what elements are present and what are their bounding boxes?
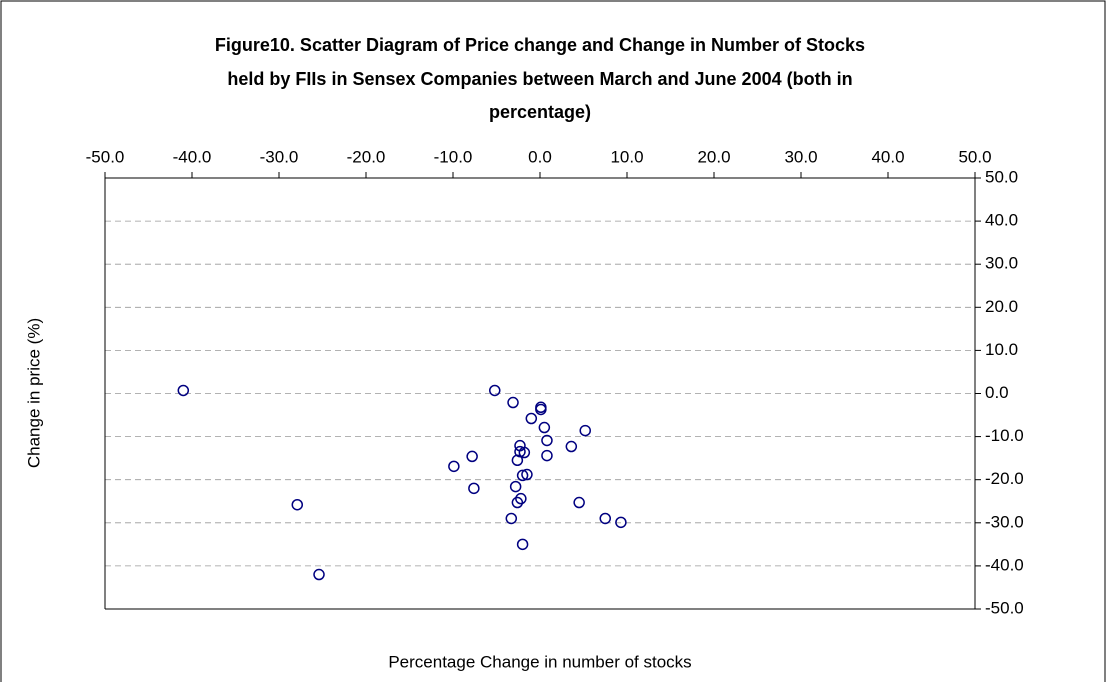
x-tick-label: -50.0 xyxy=(86,147,125,166)
x-tick-label: 30.0 xyxy=(784,147,817,166)
x-tick-label: -10.0 xyxy=(434,147,473,166)
y-tick-label: 50.0 xyxy=(985,167,1018,186)
point xyxy=(511,496,524,509)
point xyxy=(535,403,547,416)
point xyxy=(507,396,519,409)
point xyxy=(511,454,524,467)
y-tick-label: 40.0 xyxy=(985,211,1018,230)
point xyxy=(538,421,551,434)
y-tick-label: -20.0 xyxy=(985,469,1024,488)
point xyxy=(516,538,529,551)
point xyxy=(615,516,627,529)
x-tick-label: 40.0 xyxy=(871,147,904,166)
point xyxy=(515,492,527,505)
y-tick-label: 10.0 xyxy=(985,340,1018,359)
y-tick-label: 0.0 xyxy=(985,383,1009,402)
point xyxy=(468,482,480,495)
point xyxy=(579,424,591,437)
point xyxy=(177,384,190,397)
point xyxy=(518,446,531,459)
point xyxy=(489,384,501,397)
chart-title: percentage) xyxy=(489,102,591,122)
point xyxy=(573,496,585,509)
point xyxy=(313,568,325,581)
point xyxy=(541,434,553,447)
x-tick-label: -30.0 xyxy=(260,147,299,166)
y-tick-label: 30.0 xyxy=(985,254,1018,273)
point xyxy=(448,460,460,473)
y-tick-label: -40.0 xyxy=(985,555,1024,574)
y-tick-label: -10.0 xyxy=(985,426,1024,445)
point xyxy=(521,468,533,481)
point xyxy=(599,512,611,525)
x-axis-label: Percentage Change in number of stocks xyxy=(388,652,691,671)
point xyxy=(541,449,553,462)
x-tick-label: 20.0 xyxy=(697,147,730,166)
y-axis-label: Change in price (%) xyxy=(24,318,43,468)
point xyxy=(466,450,478,463)
point xyxy=(291,498,304,511)
x-tick-label: 0.0 xyxy=(528,147,552,166)
point xyxy=(565,440,578,453)
chart-title: held by FIIs in Sensex Companies between… xyxy=(227,69,852,89)
x-tick-label: 10.0 xyxy=(610,147,643,166)
x-tick-label: -20.0 xyxy=(347,147,386,166)
y-tick-label: 20.0 xyxy=(985,297,1018,316)
y-tick-label: -50.0 xyxy=(985,598,1024,617)
point xyxy=(509,480,522,493)
chart-title: Figure10. Scatter Diagram of Price chang… xyxy=(215,35,865,55)
y-tick-label: -30.0 xyxy=(985,512,1024,531)
x-tick-label: 50.0 xyxy=(958,147,991,166)
point xyxy=(505,512,518,525)
point xyxy=(525,412,538,425)
point xyxy=(516,469,529,482)
x-tick-label: -40.0 xyxy=(173,147,212,166)
